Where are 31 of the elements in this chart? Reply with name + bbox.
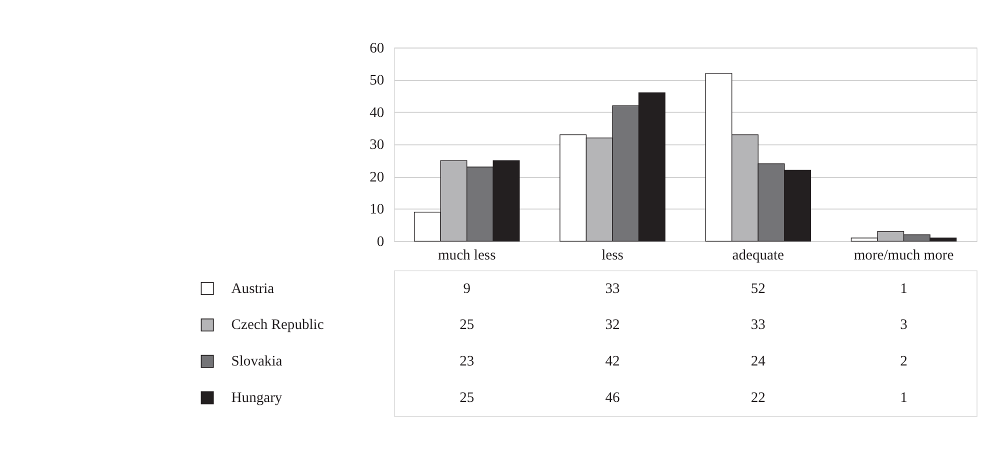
- data-label: 24: [750, 354, 766, 370]
- y-tick-label: 60: [370, 40, 384, 56]
- data-label: 23: [460, 354, 474, 370]
- legend-label: Hungary: [231, 390, 283, 406]
- y-tick-label: 30: [370, 137, 384, 154]
- y-tick-label: 10: [370, 202, 384, 218]
- y-tick-label: 50: [370, 72, 384, 89]
- data-label: 33: [605, 280, 620, 297]
- data-label: 1: [900, 390, 908, 406]
- y-tick-label: 0: [376, 234, 384, 250]
- data-label: 9: [463, 280, 471, 297]
- data-label: 2: [900, 354, 908, 370]
- data-label: 25: [460, 390, 474, 406]
- legend-label: Czech Republic: [231, 317, 324, 334]
- data-label: 3: [900, 317, 908, 334]
- data-label: 52: [750, 280, 766, 297]
- x-tick-label: more/much more: [854, 248, 954, 264]
- x-tick-label: less: [602, 248, 624, 264]
- data-label: 46: [605, 390, 620, 406]
- y-tick-label: 40: [370, 104, 384, 121]
- data-label: 1: [900, 280, 908, 297]
- data-label: 22: [750, 390, 766, 406]
- legend-label: Slovakia: [231, 354, 283, 370]
- data-label: 25: [460, 317, 474, 334]
- x-tick-label: much less: [438, 248, 496, 264]
- data-label: 42: [605, 354, 620, 370]
- y-tick-label: 20: [370, 169, 384, 186]
- data-label: 32: [605, 317, 620, 334]
- x-tick-label: adequate: [732, 248, 784, 264]
- legend-label: Austria: [231, 280, 275, 297]
- data-label: 33: [750, 317, 766, 334]
